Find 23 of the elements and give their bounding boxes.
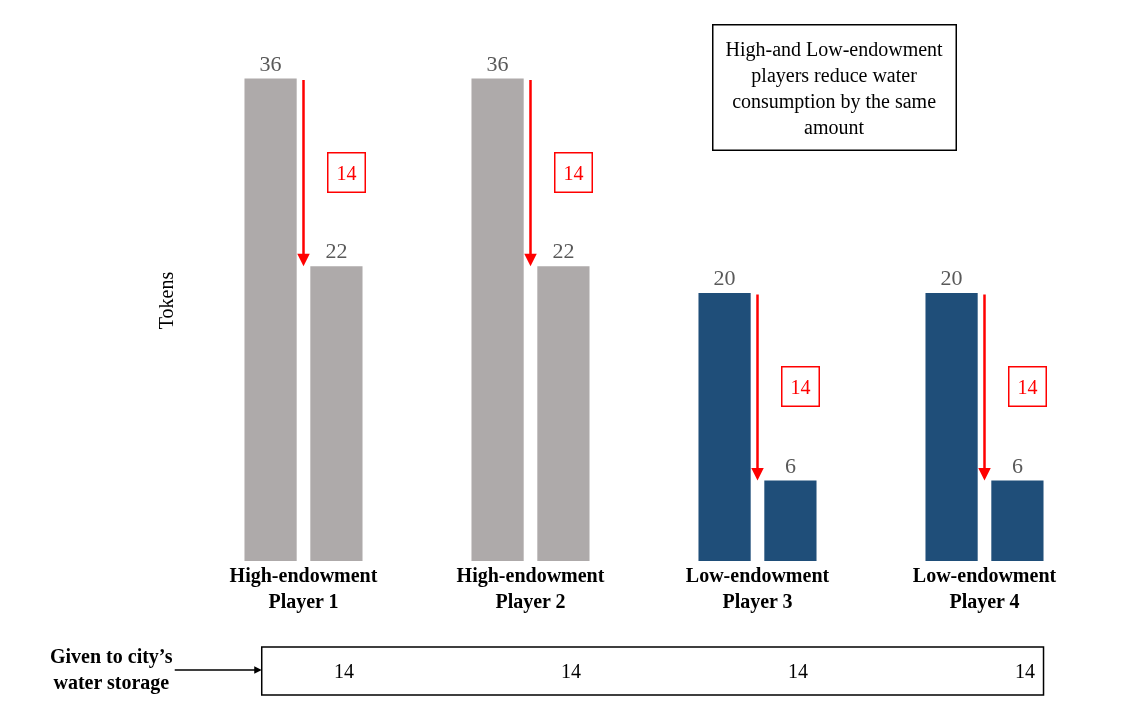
- data-label: 36: [259, 50, 282, 76]
- x-tick-label: Low-endowment Player 4: [912, 564, 1057, 613]
- data-label: 6: [1011, 452, 1023, 478]
- x-tick-label: High-endowment Player 1: [229, 564, 378, 613]
- text: 14: [334, 660, 354, 682]
- text: 14: [1015, 660, 1035, 682]
- data-label: 6: [784, 452, 796, 478]
- x-tick-label: High-endowment Player 2: [456, 564, 605, 613]
- text: 14: [788, 660, 808, 682]
- y-axis-title: Tokens: [154, 271, 177, 330]
- annotation: High-and Low-endowment players reduce water consumption by the same amount: [725, 37, 944, 138]
- data-label: 20: [940, 265, 963, 290]
- text: 14: [561, 660, 581, 682]
- data-label: 20: [713, 265, 736, 290]
- data-label: 22: [552, 238, 575, 264]
- annotation: 14: [1017, 375, 1038, 398]
- annotation: 14: [790, 375, 811, 398]
- data-label: 22: [325, 238, 348, 264]
- annotation: 14: [336, 161, 357, 184]
- text: Given to city’s water storage: [50, 645, 173, 694]
- data-label: 36: [486, 50, 509, 76]
- annotation: 14: [563, 161, 584, 184]
- x-tick-label: Low-endowment Player 3: [685, 564, 830, 613]
